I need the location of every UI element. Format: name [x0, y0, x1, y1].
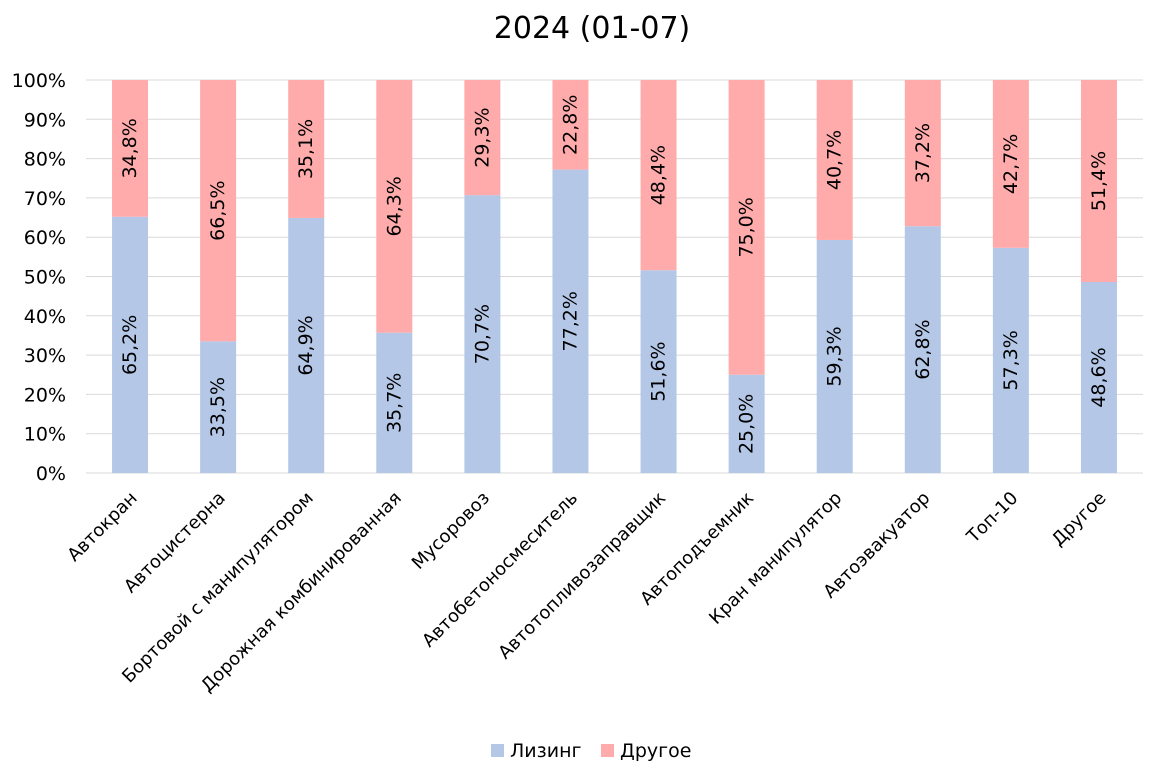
bar-segment-other — [464, 80, 501, 196]
x-category-label: Другое — [1048, 488, 1111, 551]
bar-segment-leasing — [1080, 282, 1117, 473]
bar-segment-other — [288, 80, 325, 218]
gridlines — [86, 79, 1143, 474]
y-tick-label: 80% — [24, 149, 66, 171]
y-tick-label: 10% — [24, 424, 66, 446]
data-label: 75,0% — [736, 197, 758, 257]
y-axis-ticks: 0% 10% 20% 30% 40% 50% 60% 70% 80% 90% 100% — [12, 70, 66, 485]
legend-label: Лизинг — [510, 740, 582, 762]
data-labels: 65,2% 34,8% 33,5% 66,5% 64,9% 35,1% 35,7% 64,3%… — [119, 95, 1110, 454]
chart-title: 2024 (01-07) — [494, 11, 690, 46]
bar-segment-other — [728, 80, 765, 375]
bar-segment-leasing — [904, 226, 941, 473]
legend-label: Другое — [620, 740, 691, 762]
bars — [112, 80, 1117, 474]
data-label: 57,3% — [1000, 330, 1022, 390]
data-label: 22,8% — [559, 95, 581, 155]
y-tick-label: 70% — [24, 188, 66, 210]
bar-segment-leasing — [464, 195, 501, 474]
data-label: 35,7% — [383, 373, 405, 433]
bar-segment-other — [992, 80, 1029, 248]
bar-segment-other — [200, 80, 237, 342]
y-tick-label: 0% — [36, 463, 66, 485]
data-label: 29,3% — [471, 107, 493, 167]
data-label: 66,5% — [207, 180, 229, 240]
bar-segment-leasing — [112, 216, 149, 473]
data-label: 65,2% — [119, 315, 141, 375]
y-tick-label: 90% — [24, 109, 66, 131]
data-label: 48,4% — [648, 145, 670, 205]
data-label: 64,3% — [383, 176, 405, 236]
x-category-label: Автотопливозаправщик — [494, 488, 670, 664]
data-label: 51,4% — [1088, 151, 1110, 211]
data-label: 35,1% — [295, 119, 317, 179]
bar-segment-other — [904, 80, 941, 227]
data-label: 40,7% — [824, 130, 846, 190]
bar-segment-leasing — [640, 270, 677, 473]
bar-segment-other — [640, 80, 677, 271]
data-label: 48,6% — [1088, 347, 1110, 407]
data-label: 77,2% — [559, 291, 581, 351]
y-tick-label: 60% — [24, 227, 66, 249]
bar-segment-other — [376, 80, 413, 333]
y-tick-label: 20% — [24, 384, 66, 406]
x-category-label: Автобетоносмеситель — [418, 488, 582, 652]
x-category-label: Дорожная комбинированная — [197, 488, 406, 697]
data-label: 64,9% — [295, 315, 317, 375]
data-label: 62,8% — [912, 319, 934, 379]
bar-segment-other — [1080, 80, 1117, 283]
x-category-label: Автокран — [63, 488, 141, 566]
bar-segment-leasing — [728, 374, 765, 473]
x-category-label: Мусоровоз — [408, 488, 494, 574]
data-label: 37,2% — [912, 123, 934, 183]
y-tick-label: 40% — [24, 306, 66, 328]
bar-segment-leasing — [376, 332, 413, 473]
bar-segment-leasing — [288, 217, 325, 473]
x-category-label: Бортовой с манипулятором — [118, 488, 318, 688]
y-tick-label: 30% — [24, 345, 66, 367]
bar-segment-other — [112, 80, 149, 217]
data-label: 59,3% — [824, 326, 846, 386]
data-label: 42,7% — [1000, 134, 1022, 194]
bar-segment-other — [816, 80, 853, 240]
x-category-label: Топ-10 — [962, 488, 1022, 548]
bar-segment-leasing — [816, 239, 853, 473]
legend: Лизинг Другое — [491, 740, 691, 762]
y-tick-label: 50% — [24, 267, 66, 289]
data-label: 33,5% — [207, 377, 229, 437]
data-label: 51,6% — [648, 341, 670, 401]
data-label: 25,0% — [736, 394, 758, 454]
bar-segment-leasing — [552, 169, 589, 473]
data-label: 70,7% — [471, 304, 493, 364]
bar-segment-leasing — [992, 247, 1029, 473]
y-tick-label: 100% — [12, 70, 66, 92]
legend-swatch — [491, 744, 504, 757]
data-label: 34,8% — [119, 118, 141, 178]
bar-segment-leasing — [200, 341, 237, 473]
legend-swatch — [601, 744, 614, 757]
bar-segment-other — [552, 80, 589, 170]
